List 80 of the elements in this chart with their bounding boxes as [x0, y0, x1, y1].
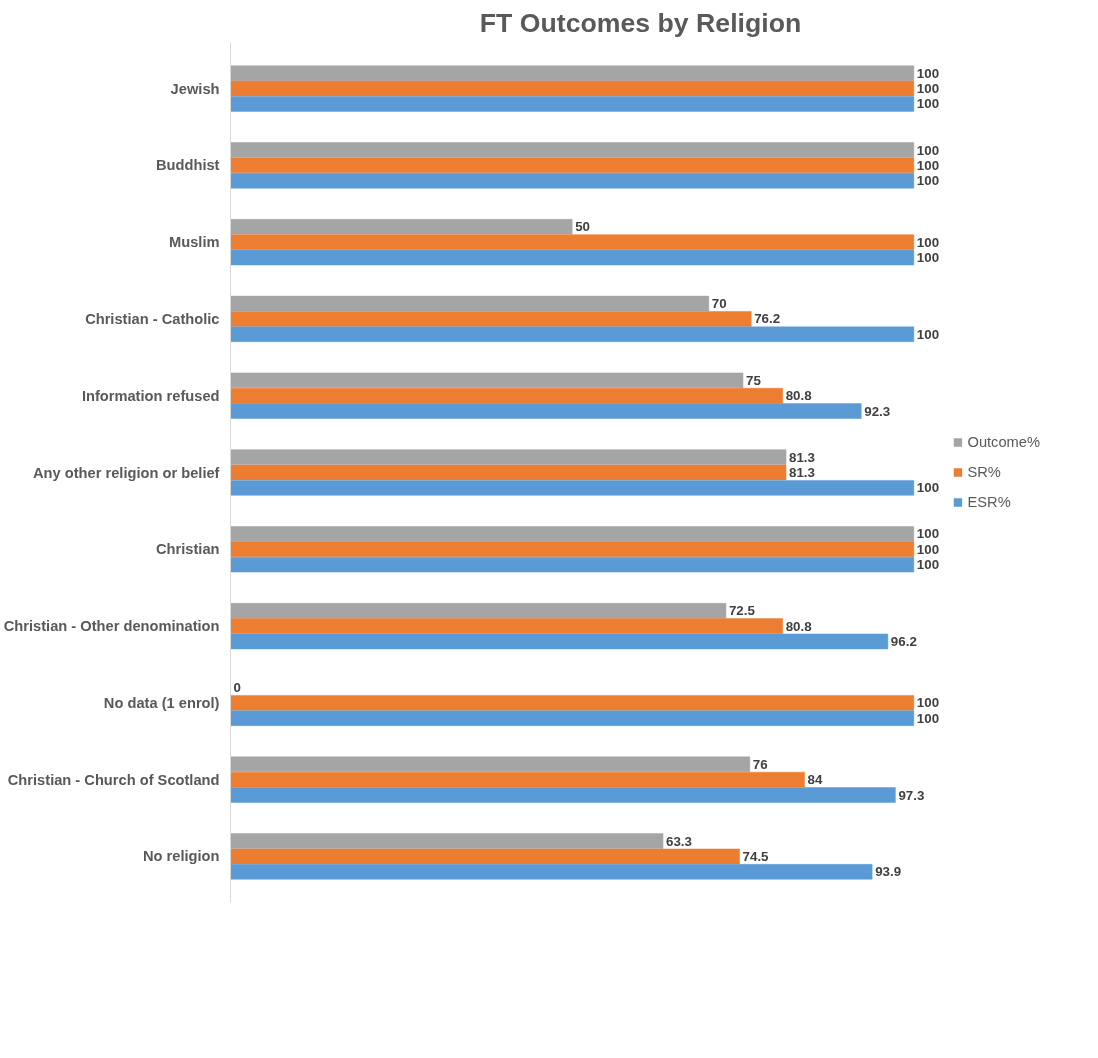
data-label: 76	[752, 756, 768, 772]
chart-title: FT Outcomes by Religion	[479, 7, 802, 38]
bar	[230, 541, 915, 557]
data-label: 100	[916, 541, 940, 557]
data-label: 80.8	[785, 388, 812, 404]
data-label: 93.9	[875, 864, 902, 880]
bar	[230, 449, 787, 465]
data-label: 100	[916, 81, 940, 97]
bar	[230, 65, 915, 81]
bar	[230, 80, 915, 97]
bar	[230, 848, 740, 865]
bar	[230, 311, 752, 327]
data-label: 100	[916, 142, 940, 158]
y-tick-label: Christian	[155, 541, 220, 558]
bar	[230, 756, 751, 772]
data-label: 100	[916, 557, 940, 573]
legend-label: ESR%	[967, 494, 1011, 510]
bar	[230, 326, 915, 342]
bar	[230, 295, 710, 312]
data-label: 0	[233, 680, 241, 695]
legend-label: SR%	[967, 464, 1001, 480]
data-label: 92.3	[864, 403, 891, 419]
data-label: 63.3	[666, 833, 692, 849]
bar	[230, 249, 915, 266]
data-label: 75	[746, 372, 762, 388]
data-label: 100	[916, 526, 940, 542]
bar	[230, 157, 915, 174]
data-label: 100	[916, 234, 940, 250]
bar	[230, 695, 915, 711]
bar	[230, 403, 862, 419]
bar	[230, 556, 915, 573]
bar	[230, 464, 787, 481]
data-label: 100	[916, 65, 940, 81]
data-label: 81.3	[789, 449, 815, 465]
bar	[230, 864, 873, 880]
data-label: 80.8	[785, 618, 812, 634]
data-label: 84	[807, 772, 823, 788]
data-label: 100	[916, 326, 940, 342]
y-tick-label: Christian - Other denomination	[3, 618, 220, 635]
bar	[230, 526, 915, 542]
y-tick-label: Any other religion or belief	[33, 464, 220, 481]
bar	[230, 787, 896, 803]
bar	[230, 710, 915, 726]
data-label: 81.3	[789, 465, 815, 480]
bar	[230, 372, 744, 389]
y-tick-label: No religion	[142, 848, 220, 865]
data-label: 76.2	[754, 311, 781, 327]
data-label: 100	[916, 710, 940, 726]
y-tick-label: Information refused	[81, 387, 220, 404]
y-tick-label: Jewish	[170, 80, 220, 97]
data-label: 100	[916, 173, 940, 189]
legend-label: Outcome%	[967, 434, 1040, 450]
bar	[230, 142, 915, 158]
bar	[230, 388, 783, 404]
bar	[230, 618, 783, 634]
data-label: 100	[916, 250, 940, 265]
bar	[230, 771, 805, 788]
data-label: 100	[916, 96, 940, 112]
bar	[230, 173, 915, 189]
data-label: 100	[916, 480, 940, 496]
data-label: 70	[711, 296, 727, 312]
bar	[230, 219, 573, 235]
y-tick-label: No data (1 enrol)	[103, 694, 220, 711]
data-label: 100	[916, 157, 940, 173]
y-tick-label: Christian - Church of Scotland	[7, 771, 220, 788]
data-label: 74.5	[742, 848, 770, 864]
y-tick-label: Buddhist	[156, 157, 220, 174]
y-tick-label: Christian - Catholic	[85, 310, 220, 327]
data-label: 50	[575, 219, 590, 235]
data-label: 96.2	[890, 633, 917, 649]
bar	[230, 833, 664, 849]
bar	[230, 96, 915, 112]
y-tick-label: Muslim	[169, 234, 220, 251]
bar	[230, 633, 889, 650]
bar	[230, 603, 727, 619]
bar	[230, 234, 915, 250]
data-label: 72.5	[728, 603, 756, 619]
data-label: 100	[916, 695, 940, 711]
data-label: 97.3	[898, 787, 925, 803]
bar	[230, 480, 915, 496]
